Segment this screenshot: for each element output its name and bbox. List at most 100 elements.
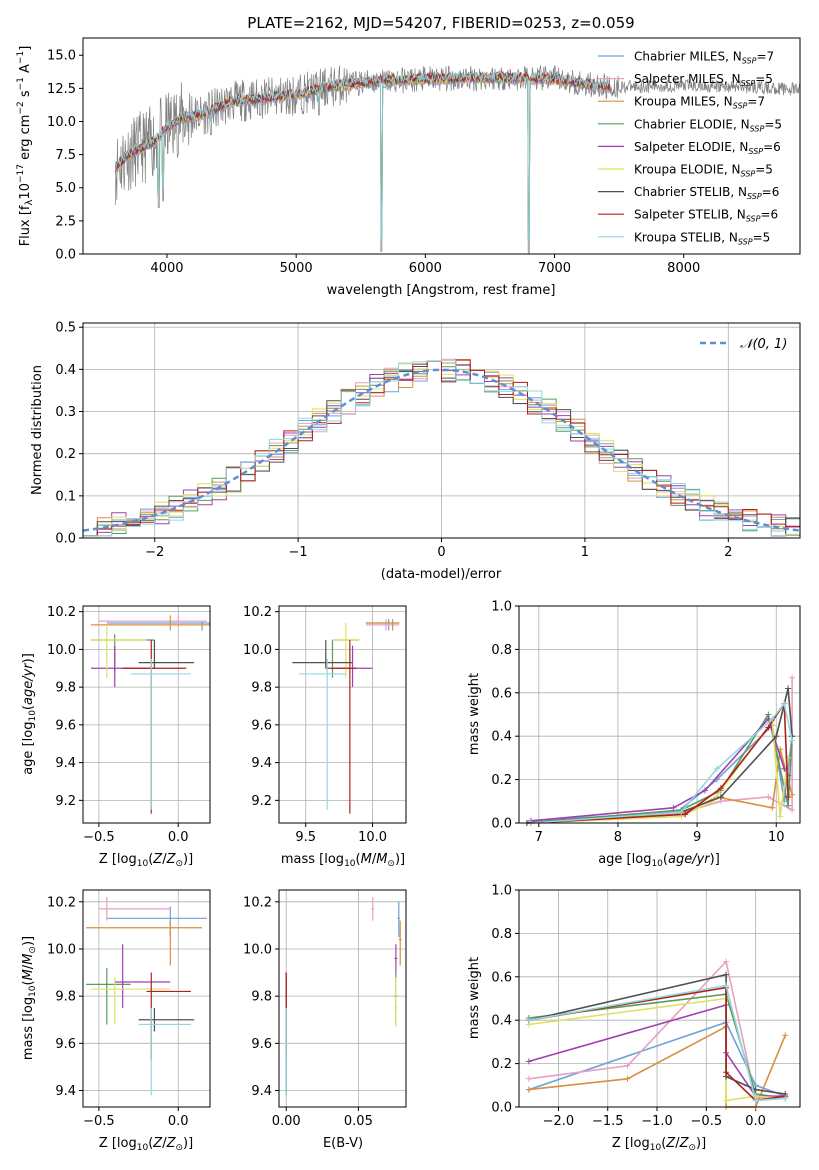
residuals-legend: 𝒩(0, 1) — [700, 337, 787, 352]
age-vs-Z-axes-frame — [82, 605, 211, 824]
x-tick-label: −1.5 — [592, 1114, 624, 1129]
y-tick-label: 0.2 — [55, 447, 76, 462]
y-tick-label: 10.0 — [47, 942, 76, 957]
weight-marker-4 — [702, 787, 709, 794]
legend-label: Chabrier MILES, NSSP=7 — [634, 50, 774, 66]
massweight-vs-Z-y-label: mass weight — [467, 957, 482, 1039]
age-vs-Z-y-label: age [log10(age/yr)] — [21, 653, 38, 775]
x-tick-label: 9.5 — [295, 830, 316, 845]
weight-marker-1 — [723, 958, 730, 965]
massweight-vs-age-y-label: mass weight — [467, 673, 482, 755]
massweight-vs-Z-x-label: Z [log10(Z/Z⊙)] — [612, 1136, 706, 1153]
y-tick-label: 9.8 — [251, 990, 272, 1005]
y-tick-label: 10.0 — [47, 643, 76, 658]
weight-marker-6 — [785, 685, 792, 692]
x-tick-label: 0.05 — [344, 1114, 373, 1129]
legend-label: Kroupa ELODIE, NSSP=5 — [634, 163, 773, 179]
y-tick-label: 10.2 — [243, 895, 272, 910]
weight-line-4 — [530, 717, 789, 822]
residual-histogram-7 — [83, 359, 800, 537]
weight-line-7 — [530, 701, 789, 824]
spectrum-x-label: wavelength [Angstrom, rest frame] — [327, 283, 556, 298]
y-tick-label: 9.4 — [55, 1084, 76, 1099]
weight-marker-8 — [781, 700, 788, 707]
normal-legend-label: 𝒩(0, 1) — [740, 337, 787, 352]
weight-marker-8 — [713, 765, 720, 772]
y-tick-label: 10.2 — [47, 895, 76, 910]
y-tick-label: 9.2 — [55, 794, 76, 809]
y-tick-label: 10.2 — [47, 605, 76, 620]
spectrum-legend: Chabrier MILES, NSSP=7 Salpeter MILES, NS… — [598, 50, 782, 246]
legend-label: Kroupa MILES, NSSP=7 — [634, 95, 765, 111]
y-tick-label: 9.8 — [251, 681, 272, 696]
weight-marker-4 — [525, 1058, 532, 1065]
legend-label: Chabrier ELODIE, NSSP=5 — [634, 117, 782, 133]
x-tick-label: 6000 — [409, 261, 442, 276]
y-tick-label: 10.0 — [243, 942, 272, 957]
y-tick-label: 0.8 — [491, 927, 512, 942]
y-tick-label: 9.4 — [251, 756, 272, 771]
y-tick-label: 0.8 — [491, 643, 512, 658]
spectrum-title: PLATE=2162, MJD=54207, FIBERID=0253, z=0… — [247, 14, 634, 32]
y-tick-label: 10.0 — [47, 115, 76, 130]
massweight-vs-age-x-label: age [log10(age/yr)] — [598, 852, 720, 869]
weight-line-8 — [530, 701, 793, 824]
normal-curve — [82, 368, 801, 532]
weight-marker-8 — [525, 1017, 532, 1024]
legend-label: Kroupa STELIB, NSSP=5 — [634, 230, 770, 246]
y-tick-label: 9.6 — [55, 1037, 76, 1052]
y-tick-label: 10.2 — [243, 605, 272, 620]
weight-marker-3 — [785, 802, 792, 809]
age-vs-Z-x-label: Z [log10(Z/Z⊙)] — [99, 852, 193, 869]
y-tick-label: 7.5 — [55, 148, 76, 163]
y-tick-label: 12.5 — [47, 82, 76, 97]
y-tick-label: 0.0 — [55, 532, 76, 547]
x-tick-label: 2 — [724, 545, 732, 560]
x-tick-label: 0.00 — [272, 1114, 301, 1129]
y-tick-label: 0.6 — [491, 686, 512, 701]
weight-marker-2 — [782, 1032, 789, 1039]
spectrum-axes-frame — [82, 37, 801, 255]
x-tick-label: 0.0 — [168, 830, 189, 845]
weight-marker-8 — [678, 809, 685, 816]
weight-marker-1 — [789, 806, 796, 813]
x-tick-label: 10 — [768, 830, 785, 845]
spectrum-curves — [114, 64, 800, 254]
weight-marker-7 — [765, 724, 772, 731]
massweight-vs-Z-panel: −2.0 −1.5 −1.0 −0.5 0.0 0.0 0.2 0.4 0.6 0.8 1.0 Z … — [467, 884, 801, 1153]
weight-marker-2 — [624, 1075, 631, 1082]
weight-marker-7 — [717, 785, 724, 792]
y-tick-label: 9.6 — [55, 718, 76, 733]
weight-marker-2 — [769, 804, 776, 811]
residuals-x-label: (data-model)/error — [381, 567, 502, 582]
x-tick-label: 7 — [535, 830, 543, 845]
y-tick-label: 0.6 — [491, 970, 512, 985]
mass-vs-Z-panel: −0.5 0.0 9.4 9.6 9.8 10.0 10.2 Z [log10(Z/Z⊙)]… — [21, 889, 211, 1153]
y-tick-label: 0.2 — [491, 1057, 512, 1072]
legend-label: Salpeter ELODIE, NSSP=6 — [634, 140, 781, 156]
weight-marker-7 — [723, 1069, 730, 1076]
spectrum-y-label: Flux [fλ10−17 erg cm−2 s−1 A−1] — [16, 46, 35, 247]
x-tick-label: −0.5 — [691, 1114, 723, 1129]
age-vs-mass-panel: 9.5 10.0 9.2 9.4 9.6 9.8 10.0 10.2 mass [log10(… — [243, 605, 407, 869]
weight-marker-5 — [723, 1097, 730, 1104]
x-tick-label: 1 — [581, 545, 589, 560]
x-tick-label: −2 — [145, 545, 164, 560]
x-tick-label: −1 — [289, 545, 308, 560]
weight-marker-6 — [717, 793, 724, 800]
y-tick-label: 0.4 — [491, 1014, 512, 1029]
weight-line-0 — [528, 1021, 786, 1097]
y-tick-label: 0.1 — [55, 489, 76, 504]
y-tick-label: 10.0 — [243, 643, 272, 658]
massweight-vs-age-axes-frame — [518, 605, 801, 824]
x-tick-label: 10.0 — [358, 830, 387, 845]
y-tick-label: 9.4 — [251, 1084, 272, 1099]
mass-vs-Z-x-label: Z [log10(Z/Z⊙)] — [99, 1136, 193, 1153]
weight-marker-7 — [682, 811, 689, 818]
massweight-vs-Z-axes-frame — [518, 889, 801, 1108]
spectrum-panel: PLATE=2162, MJD=54207, FIBERID=0253, z=0… — [16, 14, 801, 298]
mass-vs-EBV-axes-frame — [278, 889, 407, 1108]
y-tick-label: 0.2 — [491, 773, 512, 788]
x-tick-label: 8000 — [667, 261, 700, 276]
